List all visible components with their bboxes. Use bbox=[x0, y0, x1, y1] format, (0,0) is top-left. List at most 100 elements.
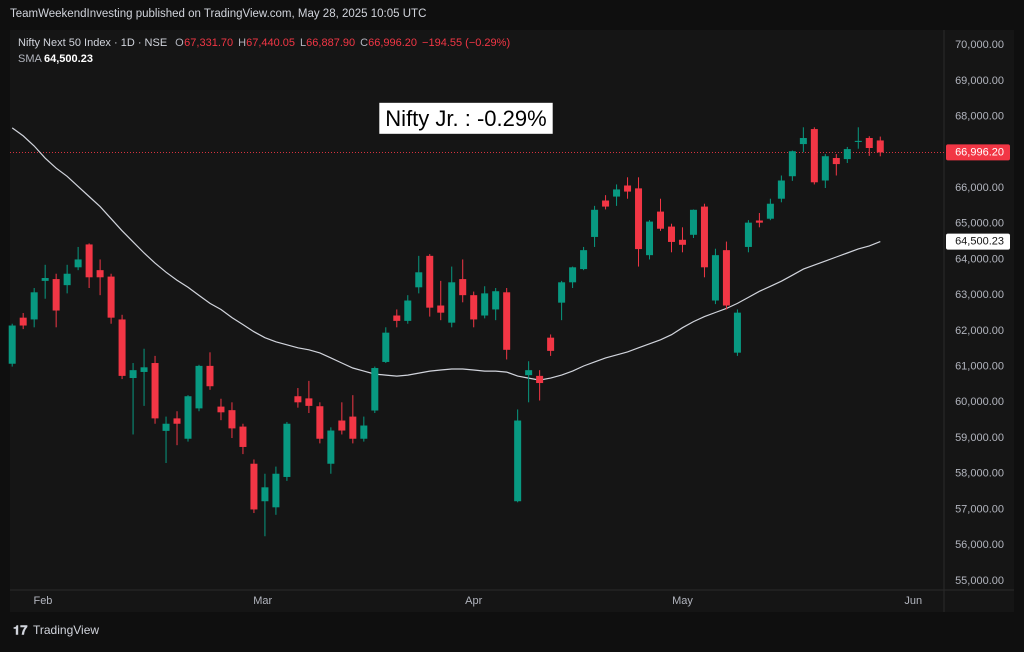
indicator-name: SMA bbox=[18, 53, 43, 65]
y-tick-label: 55,000.00 bbox=[955, 575, 1004, 587]
candle-body bbox=[492, 291, 500, 310]
candle-body bbox=[239, 426, 247, 447]
candle-body bbox=[602, 200, 610, 207]
candle-body bbox=[206, 365, 214, 387]
candle-body bbox=[854, 140, 862, 142]
y-tick-label: 63,000.00 bbox=[955, 289, 1004, 301]
candle-body bbox=[151, 363, 159, 419]
candle-body bbox=[173, 418, 181, 424]
candle-body bbox=[426, 255, 434, 308]
candle-body bbox=[327, 430, 335, 464]
candle-body bbox=[689, 209, 697, 235]
ohlc-value: 67,440.05 bbox=[246, 37, 295, 49]
candle-body bbox=[591, 209, 599, 237]
candle-body bbox=[865, 138, 873, 149]
candle-body bbox=[283, 423, 291, 477]
last-price-label: 66,996.20 bbox=[955, 146, 1004, 158]
candle-body bbox=[711, 255, 719, 301]
brand-name: TradingView bbox=[33, 623, 99, 637]
candle-body bbox=[85, 244, 93, 278]
candle-body bbox=[766, 203, 774, 219]
candle-body bbox=[646, 221, 654, 256]
candle-body bbox=[733, 312, 741, 353]
published-line: TeamWeekendInvesting published on Tradin… bbox=[10, 8, 426, 20]
y-tick-label: 69,000.00 bbox=[955, 75, 1004, 87]
y-tick-label: 65,000.00 bbox=[955, 218, 1004, 230]
candle-body bbox=[305, 398, 313, 406]
y-tick-label: 60,000.00 bbox=[955, 396, 1004, 408]
ohlc-key: H bbox=[238, 37, 246, 49]
candle-body bbox=[30, 292, 38, 320]
candle-body bbox=[393, 315, 401, 321]
candle-body bbox=[580, 250, 588, 270]
y-tick-label: 64,000.00 bbox=[955, 253, 1004, 265]
candle-body bbox=[261, 487, 269, 502]
candle-body bbox=[371, 368, 379, 411]
candle-body bbox=[129, 370, 137, 379]
candle-body bbox=[96, 270, 104, 278]
candle-body bbox=[360, 425, 368, 439]
candle-body bbox=[788, 151, 796, 177]
candle-body bbox=[514, 420, 522, 502]
y-tick-label: 66,000.00 bbox=[955, 182, 1004, 194]
sma-line bbox=[11, 127, 881, 381]
candle-body bbox=[525, 370, 533, 376]
candle-body bbox=[635, 188, 643, 250]
candle-body bbox=[294, 396, 302, 403]
y-tick-label: 70,000.00 bbox=[955, 39, 1004, 51]
candle-body bbox=[415, 272, 423, 288]
ohlc-key: O bbox=[175, 37, 184, 49]
candle-body bbox=[448, 282, 456, 323]
ohlc-key: C bbox=[360, 37, 368, 49]
candle-body bbox=[481, 293, 489, 316]
candle-body bbox=[349, 416, 357, 439]
sma-price-label: 64,500.23 bbox=[955, 235, 1004, 247]
candle-body bbox=[217, 406, 225, 413]
y-tick-label: 61,000.00 bbox=[955, 360, 1004, 372]
candle-body bbox=[162, 423, 170, 431]
y-tick-label: 56,000.00 bbox=[955, 539, 1004, 551]
candle-body bbox=[876, 140, 884, 153]
candle-body bbox=[843, 149, 851, 160]
candle-body bbox=[184, 396, 192, 439]
indicator-value: 64,500.23 bbox=[44, 53, 93, 65]
y-tick-label: 58,000.00 bbox=[955, 468, 1004, 480]
candle-body bbox=[832, 158, 840, 165]
candle-body bbox=[316, 406, 324, 439]
candle-body bbox=[558, 282, 566, 303]
header: Nifty Next 50 Index · 1D · NSE SMA 64,50… bbox=[18, 37, 167, 65]
annotation-box bbox=[379, 102, 553, 134]
candle-body bbox=[678, 239, 686, 245]
candle-body bbox=[613, 189, 621, 197]
candle-body bbox=[338, 420, 346, 431]
candle-body bbox=[755, 220, 763, 223]
candle-body bbox=[382, 332, 390, 362]
candle-body bbox=[624, 185, 632, 192]
brand-logo: 𝟏𝟕 bbox=[13, 622, 28, 637]
candle-body bbox=[547, 337, 555, 351]
candle-body bbox=[503, 292, 511, 350]
candle-body bbox=[272, 473, 280, 508]
sma-price-box bbox=[946, 233, 1010, 250]
candle-body bbox=[700, 206, 708, 268]
y-tick-label: 59,000.00 bbox=[955, 432, 1004, 444]
candle-body bbox=[118, 319, 126, 376]
candle-body bbox=[569, 267, 577, 283]
candle-body bbox=[404, 300, 412, 321]
candle-body bbox=[744, 222, 752, 247]
candle-body bbox=[536, 375, 544, 384]
symbol: Nifty Next 50 Index · 1D · NSE bbox=[18, 37, 167, 49]
candle-body bbox=[657, 211, 665, 229]
brand: 𝟏𝟕 TradingView bbox=[13, 622, 99, 637]
candle-body bbox=[777, 180, 785, 199]
x-tick-label: Mar bbox=[253, 595, 272, 607]
candle-body bbox=[195, 365, 203, 409]
candle-body bbox=[19, 317, 27, 326]
candle-body bbox=[810, 129, 818, 183]
x-tick-label: Apr bbox=[465, 595, 482, 607]
candle-body bbox=[821, 156, 829, 181]
y-tick-label: 62,000.00 bbox=[955, 325, 1004, 337]
x-tick-label: Jun bbox=[904, 595, 922, 607]
y-tick-label: 68,000.00 bbox=[955, 110, 1004, 122]
